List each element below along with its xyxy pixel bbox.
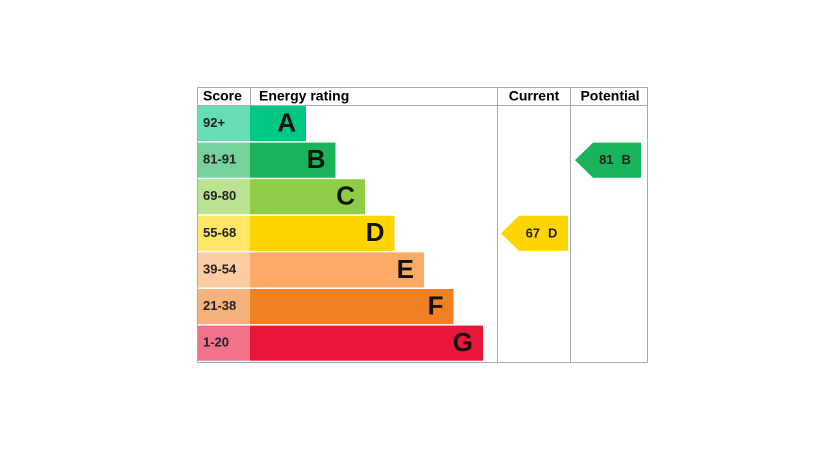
score-label: 81-91 xyxy=(203,152,236,167)
score-label: 69-80 xyxy=(203,188,236,203)
rating-bar xyxy=(250,179,365,215)
rating-bar xyxy=(250,252,424,288)
score-cell xyxy=(198,179,250,215)
score-cell xyxy=(198,215,250,251)
potential-label: 81 B xyxy=(599,153,631,168)
potential-letter: B xyxy=(622,153,631,168)
rating-letter: F xyxy=(428,290,444,320)
header-rating: Energy rating xyxy=(259,88,349,104)
current-label: 67 D xyxy=(526,226,558,241)
score-label: 55-68 xyxy=(203,225,236,240)
score-label: 1-20 xyxy=(203,335,229,350)
score-cell xyxy=(198,106,250,142)
current-value: 67 xyxy=(526,226,540,241)
score-label: 21-38 xyxy=(203,298,236,313)
current-letter: D xyxy=(548,226,557,241)
score-cell xyxy=(198,142,250,178)
potential-value: 81 xyxy=(599,153,613,168)
score-cell xyxy=(198,252,250,288)
frame xyxy=(197,87,648,363)
rating-letter: B xyxy=(307,144,326,174)
rating-bar xyxy=(250,325,483,361)
current-arrow xyxy=(501,215,568,251)
rating-bar xyxy=(250,289,454,325)
header-potential: Potential xyxy=(580,88,639,104)
rating-bar xyxy=(250,215,395,251)
rating-bar xyxy=(250,106,306,142)
rating-letter: D xyxy=(366,217,385,247)
rating-bar xyxy=(250,142,336,178)
score-label: 92+ xyxy=(203,115,225,130)
header-current: Current xyxy=(509,88,560,104)
potential-arrow xyxy=(575,142,641,178)
header-score: Score xyxy=(203,88,242,104)
rating-letter: A xyxy=(277,107,296,137)
rating-letter: G xyxy=(453,327,473,357)
rating-letter: E xyxy=(397,254,414,284)
score-cell xyxy=(198,289,250,325)
score-label: 39-54 xyxy=(203,261,237,276)
rating-letter: C xyxy=(336,181,355,211)
score-cell xyxy=(198,325,250,361)
